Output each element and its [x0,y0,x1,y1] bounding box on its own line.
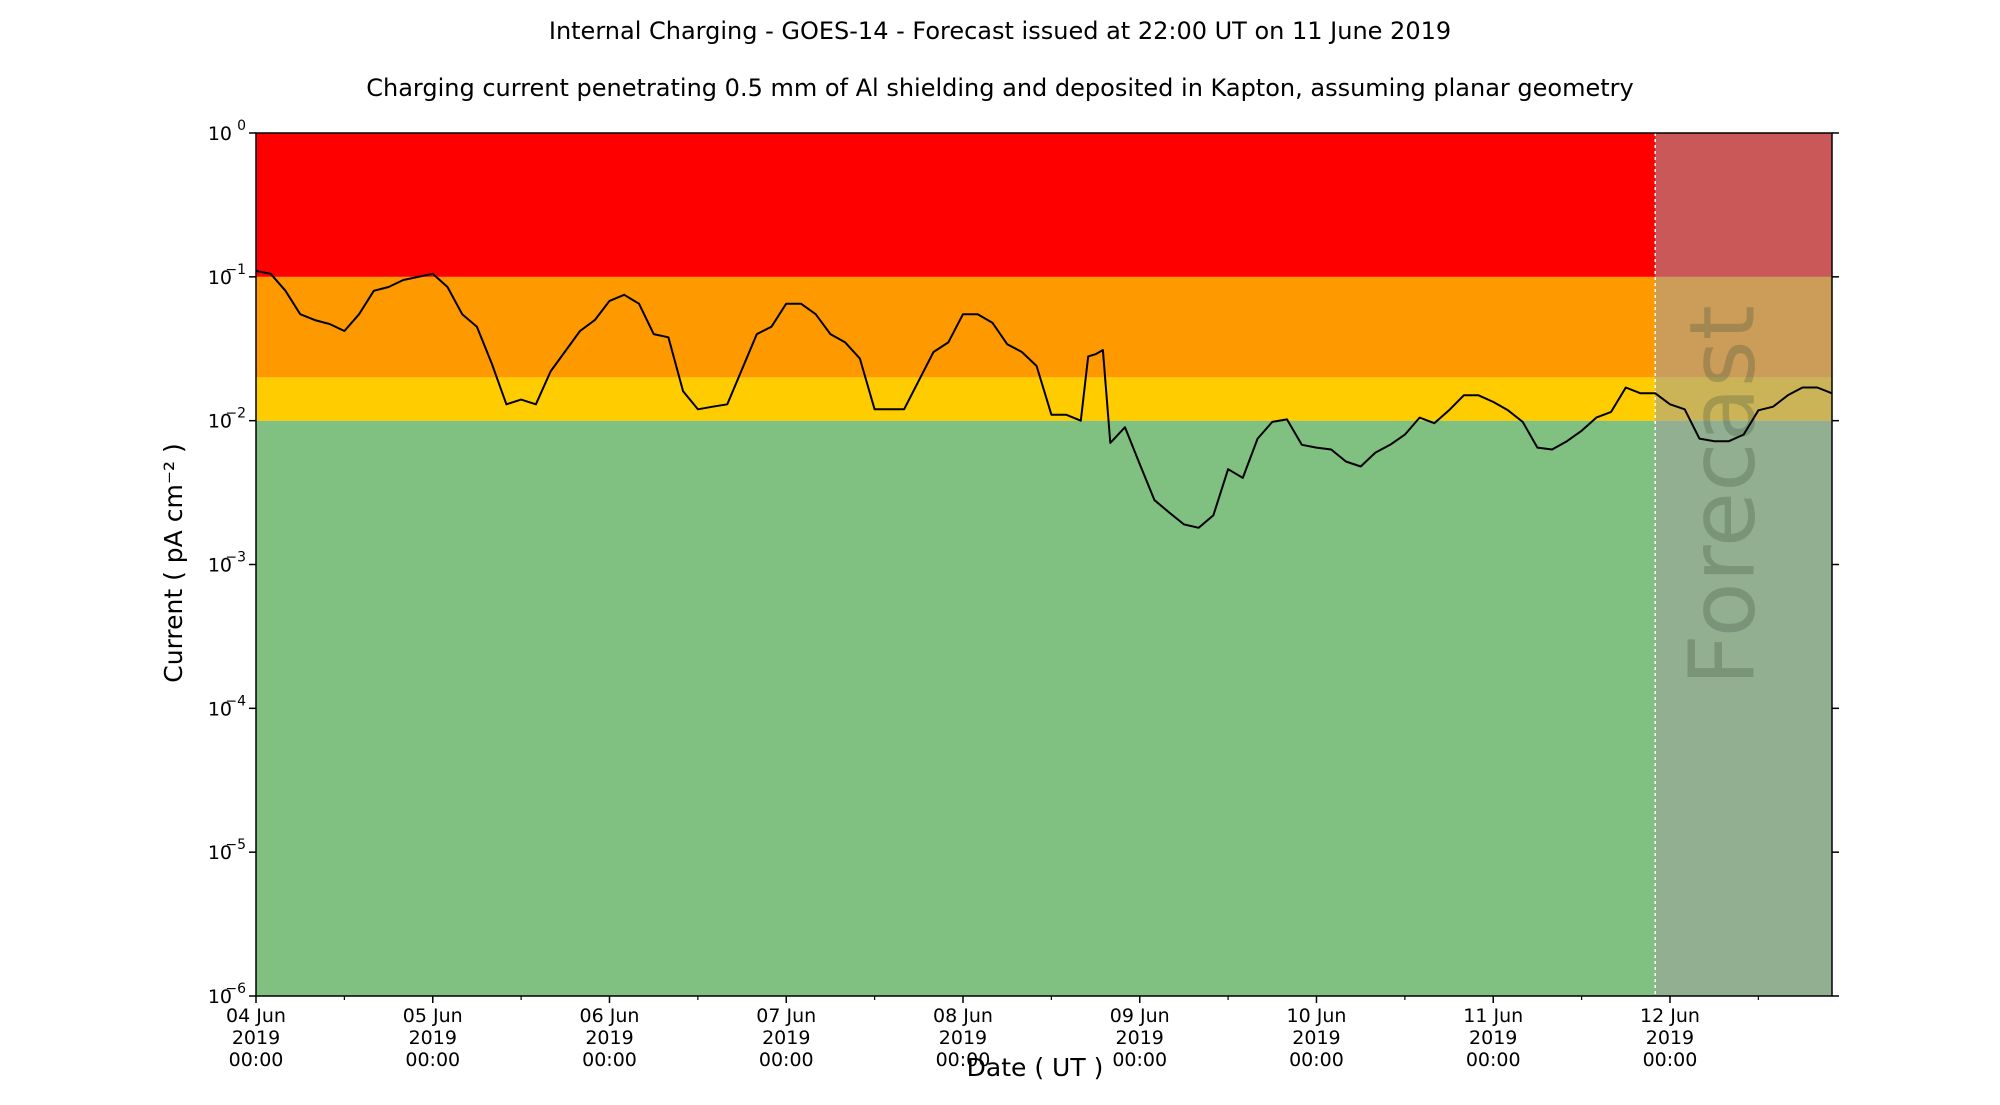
y-axis: 10−610−510−410−310−210−110 0 [208,118,1839,1008]
x-tick-label: 2019 [939,1027,987,1049]
x-tick-label: 00:00 [405,1049,460,1071]
x-tick-label: 00:00 [1112,1049,1167,1071]
forecast-overlay [1655,133,1832,996]
x-tick-label: 06 Jun [580,1005,640,1027]
x-tick-label: 00:00 [582,1049,637,1071]
y-tick-label: 10 [208,698,232,720]
x-tick-label: 2019 [1292,1027,1340,1049]
series-line [255,269,1833,529]
x-tick-label: 07 Jun [756,1005,816,1027]
x-axis-label: Date ( UT ) [967,1053,1104,1082]
x-tick-label: 04 Jun [226,1005,286,1027]
x-tick-label: 2019 [232,1027,280,1049]
x-tick-label: 2019 [1646,1027,1694,1049]
x-tick-label: 2019 [585,1027,633,1049]
chart-subtitle: Charging current penetrating 0.5 mm of A… [366,74,1634,102]
forecast-label: Forecast [1671,305,1776,686]
y-tick-label-exponent: −2 [225,406,246,422]
y-tick-label-exponent: −3 [225,550,246,566]
x-tick-label: 00:00 [1643,1049,1698,1071]
severity-band-0 [256,420,1832,997]
x-tick-label: 00:00 [759,1049,814,1071]
y-tick-label: 10 [208,842,232,864]
x-tick-label: 05 Jun [403,1005,463,1027]
severity-bands [256,133,1832,997]
x-tick-label: 2019 [1469,1027,1517,1049]
x-tick-label: 2019 [409,1027,457,1049]
severity-band-3 [256,133,1832,277]
x-tick-label: 00:00 [1289,1049,1344,1071]
x-tick-label: 10 Jun [1287,1005,1347,1027]
y-tick-label-exponent: −5 [225,837,246,853]
chart-title: Internal Charging - GOES-14 - Forecast i… [549,17,1451,45]
y-tick-label-exponent: −1 [225,262,246,278]
y-tick-label: 10 [208,411,232,433]
y-axis-label: Current ( pA cm⁻² ) [159,443,188,682]
y-tick-label-exponent: −4 [225,693,246,709]
x-tick-label: 00:00 [229,1049,284,1071]
plot-area: Forecast [255,132,1833,997]
x-tick-label: 08 Jun [933,1005,993,1027]
x-tick-label: 11 Jun [1463,1005,1523,1027]
x-tick-label: 09 Jun [1110,1005,1170,1027]
x-tick-label: 2019 [762,1027,810,1049]
x-tick-label: 00:00 [1466,1049,1521,1071]
y-tick-label-exponent: 0 [237,118,246,134]
y-tick-label: 10 [208,986,232,1008]
severity-band-2 [256,276,1832,378]
x-tick-label: 2019 [1116,1027,1164,1049]
y-tick-label: 10 [208,123,232,145]
x-tick-label: 12 Jun [1640,1005,1700,1027]
y-tick-label: 10 [208,555,232,577]
y-tick-label: 10 [208,267,232,289]
y-tick-label-exponent: −6 [225,981,246,997]
x-tick-label: 00:00 [936,1049,991,1071]
severity-band-1 [256,377,1832,421]
